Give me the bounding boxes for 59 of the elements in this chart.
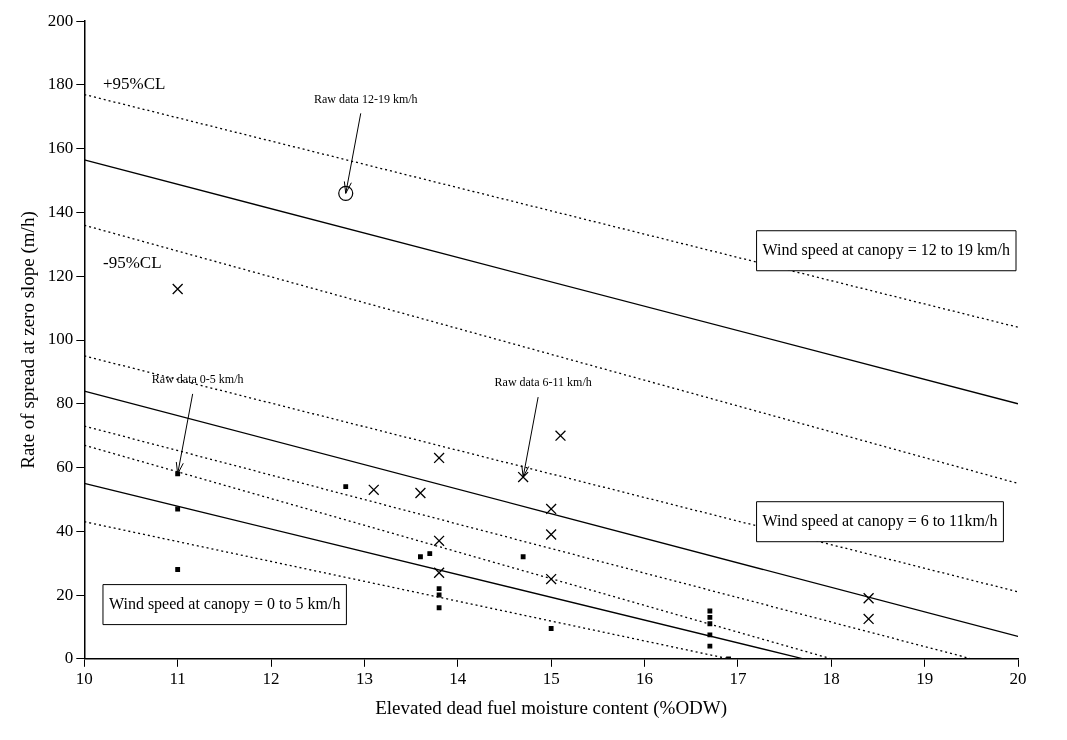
x-tick-label: 11 [169, 669, 186, 689]
y-tick-label: 120 [47, 265, 74, 285]
point [436, 605, 442, 611]
point [418, 554, 423, 560]
y-tick-label: 160 [47, 138, 74, 158]
y-tick-label: 40 [56, 520, 74, 540]
x-tick-label: 10 [75, 669, 93, 689]
point [433, 567, 445, 579]
annotation: Raw data 0-5 km/h [151, 372, 244, 387]
point [707, 643, 713, 649]
y-tick-label: 0 [64, 648, 74, 668]
point [175, 506, 181, 512]
point [726, 656, 731, 659]
x-tick-label: 15 [542, 669, 560, 689]
point [436, 586, 442, 592]
y-axis-title: Rate of spread at zero slope (m/h) [17, 211, 40, 469]
x-tick-label: 17 [729, 669, 747, 689]
point [368, 484, 380, 496]
y-tick-label: 200 [47, 10, 74, 30]
point [343, 484, 349, 490]
point [707, 608, 713, 614]
x-tick-label: 13 [355, 669, 373, 689]
y-tick-label: 180 [47, 74, 74, 94]
point [554, 430, 567, 442]
x-tick-label: 20 [1009, 669, 1027, 689]
point [172, 283, 184, 295]
x-tick-label: 18 [822, 669, 840, 689]
x-tick-label: 14 [449, 669, 467, 689]
point [520, 554, 526, 560]
y-tick-label: 100 [47, 329, 74, 349]
x-tick-label: 19 [916, 669, 934, 689]
annotation: Wind speed at canopy = 12 to 19 km/h [762, 240, 1011, 259]
y-tick-label: 20 [56, 584, 74, 604]
annotation: Raw data 12-19 km/h [313, 91, 418, 106]
annotation: -95%CL [102, 252, 162, 272]
point [863, 592, 875, 604]
point [548, 626, 554, 631]
point [433, 452, 445, 464]
point [863, 613, 875, 625]
annotation: Raw data 6-11 km/h [494, 375, 592, 390]
point [545, 528, 557, 541]
point [545, 503, 557, 515]
point [175, 567, 181, 572]
x-tick-label: 16 [636, 669, 654, 689]
y-tick-label: 80 [56, 393, 74, 413]
x-axis-title: Elevated dead fuel moisture content (%ODW) [375, 696, 728, 719]
x-tick-label: 12 [262, 669, 280, 689]
y-tick-label: 60 [56, 456, 74, 476]
point [517, 471, 529, 483]
y-tick-label: 140 [47, 201, 74, 221]
point [545, 573, 557, 585]
point [707, 614, 713, 620]
annotation: Wind speed at canopy = 0 to 5 km/h [108, 594, 341, 613]
point [414, 487, 427, 499]
point [427, 551, 433, 557]
point [707, 621, 713, 627]
annotation: Wind speed at canopy = 6 to 11km/h [762, 511, 998, 530]
annotation: +95%CL [102, 74, 166, 94]
point [433, 535, 445, 547]
